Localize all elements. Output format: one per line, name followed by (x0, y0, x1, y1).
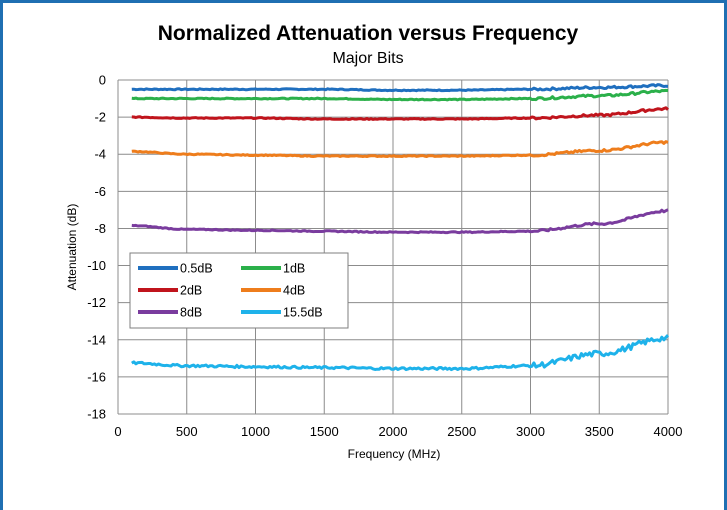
y-tick-label: -10 (87, 258, 106, 273)
y-tick-label: -18 (87, 407, 106, 422)
legend-label: 15.5dB (283, 306, 323, 320)
x-tick-label: 2500 (447, 424, 476, 439)
series-line-8dB (131, 208, 669, 235)
grid (117, 79, 669, 415)
y-tick-label: -12 (87, 295, 106, 310)
x-tick-label: 2000 (379, 424, 408, 439)
x-tick-label: 500 (176, 424, 198, 439)
y-tick-label: -14 (87, 332, 106, 347)
y-axis-label: Attenuation (dB) (65, 204, 79, 291)
x-ticks: 0 500 1000 1500 2000 2500 3000 3500 4000 (114, 424, 682, 439)
x-tick-label: 1000 (241, 424, 270, 439)
series-line-2dB (131, 106, 670, 121)
chart-subtitle: Major Bits (332, 50, 403, 67)
y-tick-label: -2 (94, 110, 106, 125)
legend-label: 4dB (283, 284, 305, 298)
legend: 0.5dB 1dB 2dB 4dB 8dB 15.5dB (129, 252, 349, 329)
y-tick-label: 0 (99, 73, 106, 88)
x-axis-label: Frequency (MHz) (348, 447, 441, 461)
y-ticks: 0 -2 -4 -6 -8 -10 -12 -14 -16 -18 (87, 73, 106, 422)
series-line-15-5dB (131, 334, 670, 372)
series-line-4dB (131, 140, 669, 158)
y-tick-label: -6 (94, 184, 106, 199)
chart: Normalized Attenuation versus Frequency … (65, 22, 682, 461)
x-tick-label: 3500 (585, 424, 614, 439)
x-tick-label: 3000 (516, 424, 545, 439)
legend-label: 2dB (180, 284, 202, 298)
legend-label: 8dB (180, 306, 202, 320)
series-line-1dB (131, 88, 669, 102)
legend-label: 1dB (283, 262, 305, 276)
x-tick-label: 0 (114, 424, 121, 439)
y-tick-label: -4 (94, 147, 106, 162)
chart-title: Normalized Attenuation versus Frequency (158, 22, 579, 45)
legend-label: 0.5dB (180, 262, 213, 276)
y-tick-label: -16 (87, 369, 106, 384)
series-lines (131, 83, 670, 372)
x-tick-label: 4000 (654, 424, 683, 439)
x-tick-label: 1500 (310, 424, 339, 439)
series-line-0-5dB (131, 83, 669, 93)
y-tick-label: -8 (94, 221, 106, 236)
